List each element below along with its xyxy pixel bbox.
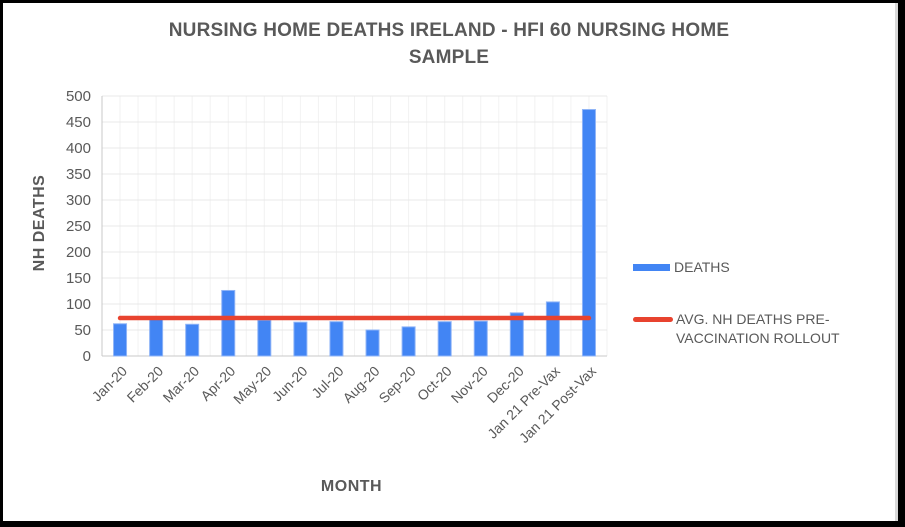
y-tick-label: 350 xyxy=(66,166,91,183)
legend-deaths-label: DEATHS xyxy=(674,259,730,275)
x-tick-label: Jan-20 xyxy=(89,363,131,405)
plot-area: 0 50 100 150 200 250 300 350 400 450 500 Jan-20Feb-… xyxy=(66,88,608,446)
x-tick-label: Nov-20 xyxy=(448,363,491,406)
legend-avg-label: AVG. NH DEATHS PRE-VACCINATION ROLLOUT xyxy=(676,311,840,346)
x-tick-label: Sep-20 xyxy=(375,363,418,406)
y-tick-label: 250 xyxy=(66,218,91,235)
x-tick-label: Aug-20 xyxy=(339,363,382,406)
bar-oct-20 xyxy=(437,321,452,357)
y-tick-label: 400 xyxy=(66,140,91,157)
legend-item-deaths: DEATHS xyxy=(633,258,883,277)
x-axis-title: MONTH xyxy=(320,478,383,495)
chart-title-line-2: SAMPLE xyxy=(408,47,490,68)
bar-sep-20 xyxy=(401,326,416,357)
y-tick-label: 50 xyxy=(74,322,91,339)
x-tick-label: Oct-20 xyxy=(414,363,455,404)
x-tick-label: Jun-20 xyxy=(269,363,311,405)
y-tick-label: 450 xyxy=(66,114,91,131)
chart-title: NURSING HOME DEATHS IRELAND - HFI 60 NUR… xyxy=(3,17,895,71)
bar-feb-20 xyxy=(149,318,164,357)
bar-dec-20 xyxy=(509,312,524,357)
bar-mar-20 xyxy=(185,323,200,357)
chart-title-line-1: NURSING HOME DEATHS IRELAND - HFI 60 NUR… xyxy=(168,20,730,41)
avg-line-series-swatch-icon xyxy=(633,317,673,322)
y-tick-label: 300 xyxy=(66,192,91,209)
bar-jul-20 xyxy=(329,321,344,357)
bar-aug-20 xyxy=(365,329,380,357)
y-tick-label: 200 xyxy=(66,244,91,261)
x-tick-label: Mar-20 xyxy=(160,363,203,406)
legend: DEATHS AVG. NH DEATHS PRE-VACCINATION RO… xyxy=(633,258,883,348)
legend-item-avg-line: AVG. NH DEATHS PRE-VACCINATION ROLLOUT xyxy=(633,310,883,348)
x-tick-label: May-20 xyxy=(230,363,274,407)
bar-jun-20 xyxy=(293,321,308,357)
y-tick-label: 150 xyxy=(66,270,91,287)
bar-nov-20 xyxy=(473,320,488,357)
bar-apr-20 xyxy=(221,289,236,357)
y-tick-label: 500 xyxy=(66,88,91,105)
bar-may-20 xyxy=(257,319,272,357)
bar-jan-21-post-vax xyxy=(581,109,596,357)
bar-jan-21-pre-vax xyxy=(545,301,560,357)
y-tick-label: 100 xyxy=(66,296,91,313)
deaths-series-swatch-icon xyxy=(633,264,670,271)
x-tick-label: Feb-20 xyxy=(124,363,167,406)
y-tick-label: 0 xyxy=(83,348,91,365)
bar-jan-20 xyxy=(113,323,128,357)
